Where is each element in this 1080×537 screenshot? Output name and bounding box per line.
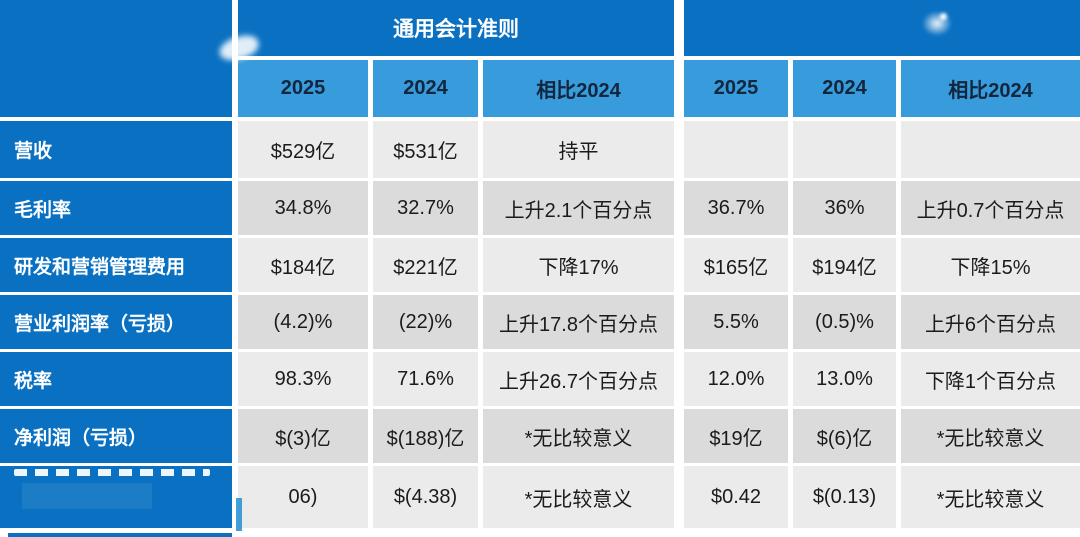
table-cell: 下降1个百分点 <box>901 352 1080 406</box>
col-header-gaap-2024: 2024 <box>373 60 478 117</box>
col-header-right-2024: 2024 <box>793 60 896 117</box>
table-cell: 上升6个百分点 <box>901 295 1080 349</box>
table-cell: $(3)亿 <box>238 409 368 463</box>
corner-block <box>0 0 232 117</box>
table-cell: 下降15% <box>901 238 1080 292</box>
row-label: 营业利润率（亏损） <box>0 295 232 349</box>
table-cell <box>901 121 1080 178</box>
table-cell: 上升2.1个百分点 <box>483 181 674 235</box>
row-label: 净利润（亏损） <box>0 409 232 463</box>
row-label: 毛利率 <box>0 181 232 235</box>
table-cell: 下降17% <box>483 238 674 292</box>
col-header-right-vs2024: 相比2024 <box>901 60 1080 117</box>
table-cell: 上升26.7个百分点 <box>483 352 674 406</box>
table-cell-partially-erased: 06) <box>238 466 368 528</box>
table-cell: 持平 <box>483 121 674 178</box>
table-cell: 36.7% <box>684 181 788 235</box>
table-cell: $165亿 <box>684 238 788 292</box>
row-label: 税率 <box>0 352 232 406</box>
table-cell: 5.5% <box>684 295 788 349</box>
col-header-gaap-2025: 2025 <box>238 60 368 117</box>
table-cell: 98.3% <box>238 352 368 406</box>
table-cell: $(188)亿 <box>373 409 478 463</box>
table-cell: $184亿 <box>238 238 368 292</box>
table-cell: $221亿 <box>373 238 478 292</box>
table-cell: (22)% <box>373 295 478 349</box>
table-cell: *无比较意义 <box>483 466 674 528</box>
cursor-smudge-icon <box>922 11 952 36</box>
group-header-right <box>684 0 1080 56</box>
col-header-gaap-vs2024: 相比2024 <box>483 60 674 117</box>
table-cell: $(0.13) <box>793 466 896 528</box>
table-cell: 上升17.8个百分点 <box>483 295 674 349</box>
table-cell: *无比较意义 <box>901 409 1080 463</box>
table-cell: 32.7% <box>373 181 478 235</box>
table-cell: $194亿 <box>793 238 896 292</box>
table-cell <box>793 121 896 178</box>
row-label: 研发和营销管理费用 <box>0 238 232 292</box>
table-cell: 12.0% <box>684 352 788 406</box>
row-label: 营收 <box>0 121 232 178</box>
table-cell: 13.0% <box>793 352 896 406</box>
group-header-gaap: 通用会计准则 <box>238 0 674 56</box>
table-cell: $(4.38) <box>373 466 478 528</box>
table-cell: (4.2)% <box>238 295 368 349</box>
table-cell: $19亿 <box>684 409 788 463</box>
table-cell: *无比较意义 <box>483 409 674 463</box>
table-cell: $531亿 <box>373 121 478 178</box>
table-cell: $529亿 <box>238 121 368 178</box>
table-cell: 36% <box>793 181 896 235</box>
table-cell: (0.5)% <box>793 295 896 349</box>
row-label-erased <box>0 466 232 528</box>
table-cell <box>684 121 788 178</box>
table-cell: $0.42 <box>684 466 788 528</box>
table-cell: 34.8% <box>238 181 368 235</box>
table-cell: *无比较意义 <box>901 466 1080 528</box>
col-header-right-2025: 2025 <box>684 60 788 117</box>
table-cell: 上升0.7个百分点 <box>901 181 1080 235</box>
clipped-glyph-tops <box>14 469 210 476</box>
table-cell: 71.6% <box>373 352 478 406</box>
table-cell: $(6)亿 <box>793 409 896 463</box>
blue-bottom-sliver <box>8 533 232 537</box>
erase-smudge <box>22 483 152 509</box>
blue-edge-sliver <box>236 498 242 531</box>
